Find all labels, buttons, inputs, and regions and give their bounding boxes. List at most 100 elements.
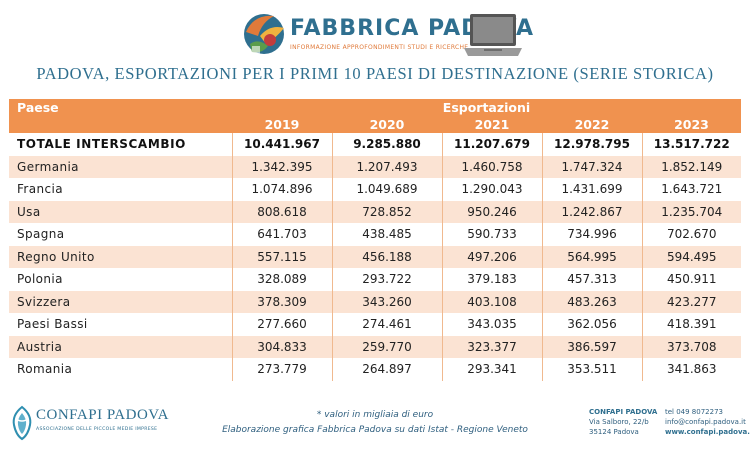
- email-link[interactable]: info@confapi.padova.it: [665, 418, 746, 426]
- export-value: 641.703: [231, 223, 332, 246]
- export-value: 323.377: [441, 335, 542, 358]
- country-name: Spagna: [17, 227, 65, 242]
- export-value: 418.391: [641, 313, 741, 336]
- export-value: 483.263: [541, 290, 642, 313]
- export-value: 1.431.699: [541, 178, 642, 201]
- export-value: 341.863: [641, 358, 741, 381]
- export-value: 343.260: [331, 290, 442, 313]
- contact-details: tel 049 8072273 info@confapi.padova.it w…: [665, 407, 750, 437]
- export-value: 497.206: [441, 245, 542, 268]
- country-name: Svizzera: [9, 290, 232, 313]
- export-value: 343.035: [441, 313, 542, 336]
- header-year: 2019: [232, 115, 332, 133]
- header-year: 2023: [642, 115, 741, 133]
- export-value: 378.309: [231, 290, 332, 313]
- export-value: 12.978.795: [541, 133, 642, 156]
- website-link[interactable]: www.confapi.padova.it: [665, 428, 750, 436]
- phone-text: tel 049 8072273: [665, 408, 723, 416]
- export-value: 293.341: [441, 358, 542, 381]
- country-name: Regno Unito: [9, 245, 232, 268]
- export-value: 259.770: [331, 335, 442, 358]
- export-value: 1.342.395: [231, 155, 332, 178]
- export-value: 277.660: [231, 313, 332, 336]
- header-esportazioni: Esportazioni: [232, 99, 741, 115]
- export-value: 11.207.679: [441, 133, 542, 156]
- export-value: 456.188: [331, 245, 442, 268]
- confapi-logo-icon: [12, 405, 32, 441]
- export-value: 362.056: [541, 313, 642, 336]
- address-line: Via Salboro, 22/b: [589, 418, 649, 426]
- export-value: 1.235.704: [641, 200, 741, 223]
- country-name: Paesi Bassi: [17, 317, 88, 332]
- table-row: Austria 304.833 259.770 323.377 386.597 373.7…: [9, 335, 741, 358]
- table-row: Francia 1.074.896 1.049.689 1.290.043 1.431.…: [9, 178, 741, 201]
- export-value: 557.115: [231, 245, 332, 268]
- export-value: 9.285.880: [331, 133, 442, 156]
- table-row: Polonia 328.089 293.722 379.183 457.313 450.9…: [9, 268, 741, 291]
- export-value: 293.722: [331, 268, 442, 291]
- table-row: Germania 1.342.395 1.207.493 1.460.758 1.747…: [9, 155, 741, 178]
- export-value: 702.670: [641, 223, 741, 246]
- page-title: PADOVA, ESPORTAZIONI PER I PRIMI 10 PAES…: [36, 64, 714, 83]
- export-value: 273.779: [231, 358, 332, 381]
- export-value: 1.074.896: [231, 178, 332, 201]
- fabbrica-padova-logo: FABBRICA PADOVA INFORMAZIONE APPROFONDIM…: [240, 10, 533, 62]
- export-value: 1.290.043: [441, 178, 542, 201]
- export-value: 1.747.324: [541, 155, 642, 178]
- export-value: 1.643.721: [641, 178, 741, 201]
- country-name: Usa: [9, 200, 232, 223]
- export-value: 1.049.689: [331, 178, 442, 201]
- export-value: 423.277: [641, 290, 741, 313]
- table-row: Paesi Bassi 277.660 274.461 343.035 362.056 4…: [9, 313, 741, 336]
- header-paese: Paese: [9, 99, 232, 115]
- export-value: 386.597: [541, 335, 642, 358]
- laptop-icon: [464, 14, 522, 56]
- export-value: 373.708: [641, 335, 741, 358]
- export-value: 1.242.867: [541, 200, 642, 223]
- header-blank: [9, 115, 232, 133]
- export-value: 438.485: [331, 223, 442, 246]
- country-name: Austria: [9, 335, 232, 358]
- table-row: Regno Unito 557.115 456.188 497.206 564.995 5…: [9, 245, 741, 268]
- address-line: 35124 Padova: [589, 428, 639, 436]
- table-row: Romania 273.779 264.897 293.341 353.511 341.8…: [9, 358, 741, 381]
- confapi-subtitle: ASSOCIAZIONE DELLE PICCOLE MEDIE IMPRESE: [36, 427, 158, 432]
- export-value: 728.852: [331, 200, 442, 223]
- contact-title: CONFAPI PADOVA: [589, 408, 658, 416]
- export-value: 353.511: [541, 358, 642, 381]
- table-header-row: Paese Esportazioni: [9, 99, 741, 115]
- country-name: Germania: [9, 155, 232, 178]
- total-row: TOTALE INTERSCAMBIO 10.441.967 9.285.880 11…: [9, 133, 741, 156]
- confapi-logo: CONFAPI PADOVA ASSOCIAZIONE DELLE PICCOL…: [8, 405, 228, 445]
- source-note: Elaborazione grafica Fabbrica Padova su …: [222, 425, 528, 435]
- table-year-row: 2019 2020 2021 2022 2023: [9, 115, 741, 133]
- country-name: Polonia: [17, 272, 63, 287]
- export-value: 13.517.722: [641, 133, 741, 156]
- export-value: 274.461: [331, 313, 442, 336]
- header-year: 2022: [542, 115, 642, 133]
- table-row: Usa 808.618 728.852 950.246 1.242.867 1.235.7…: [9, 200, 741, 223]
- export-value: 594.495: [641, 245, 741, 268]
- exports-table: Paese Esportazioni 2019 2020 2021 2022 2…: [9, 99, 741, 381]
- confapi-name: CONFAPI PADOVA: [36, 407, 170, 423]
- export-value: 304.833: [231, 335, 332, 358]
- country-name: Francia: [17, 182, 64, 197]
- country-name: Romania: [17, 362, 73, 377]
- table-row: Spagna 641.703 438.485 590.733 734.996 702.67…: [9, 223, 741, 246]
- export-value: 1.460.758: [441, 155, 542, 178]
- table-row: Svizzera 378.309 343.260 403.108 483.263 423.…: [9, 290, 741, 313]
- brand-tagline: INFORMAZIONE APPROFONDIMENTI STUDI E RIC…: [290, 44, 469, 51]
- export-value: 734.996: [541, 223, 642, 246]
- export-value: 1.852.149: [641, 155, 741, 178]
- export-value: 808.618: [231, 200, 332, 223]
- export-value: 450.911: [641, 268, 741, 291]
- export-value: 950.246: [441, 200, 542, 223]
- export-value: 564.995: [541, 245, 642, 268]
- export-value: 457.313: [541, 268, 642, 291]
- export-value: 10.441.967: [231, 133, 332, 156]
- export-value: 403.108: [441, 290, 542, 313]
- export-value: 379.183: [441, 268, 542, 291]
- units-note: * valori in migliaia di euro: [316, 410, 434, 420]
- export-value: 1.207.493: [331, 155, 442, 178]
- header-year: 2021: [442, 115, 542, 133]
